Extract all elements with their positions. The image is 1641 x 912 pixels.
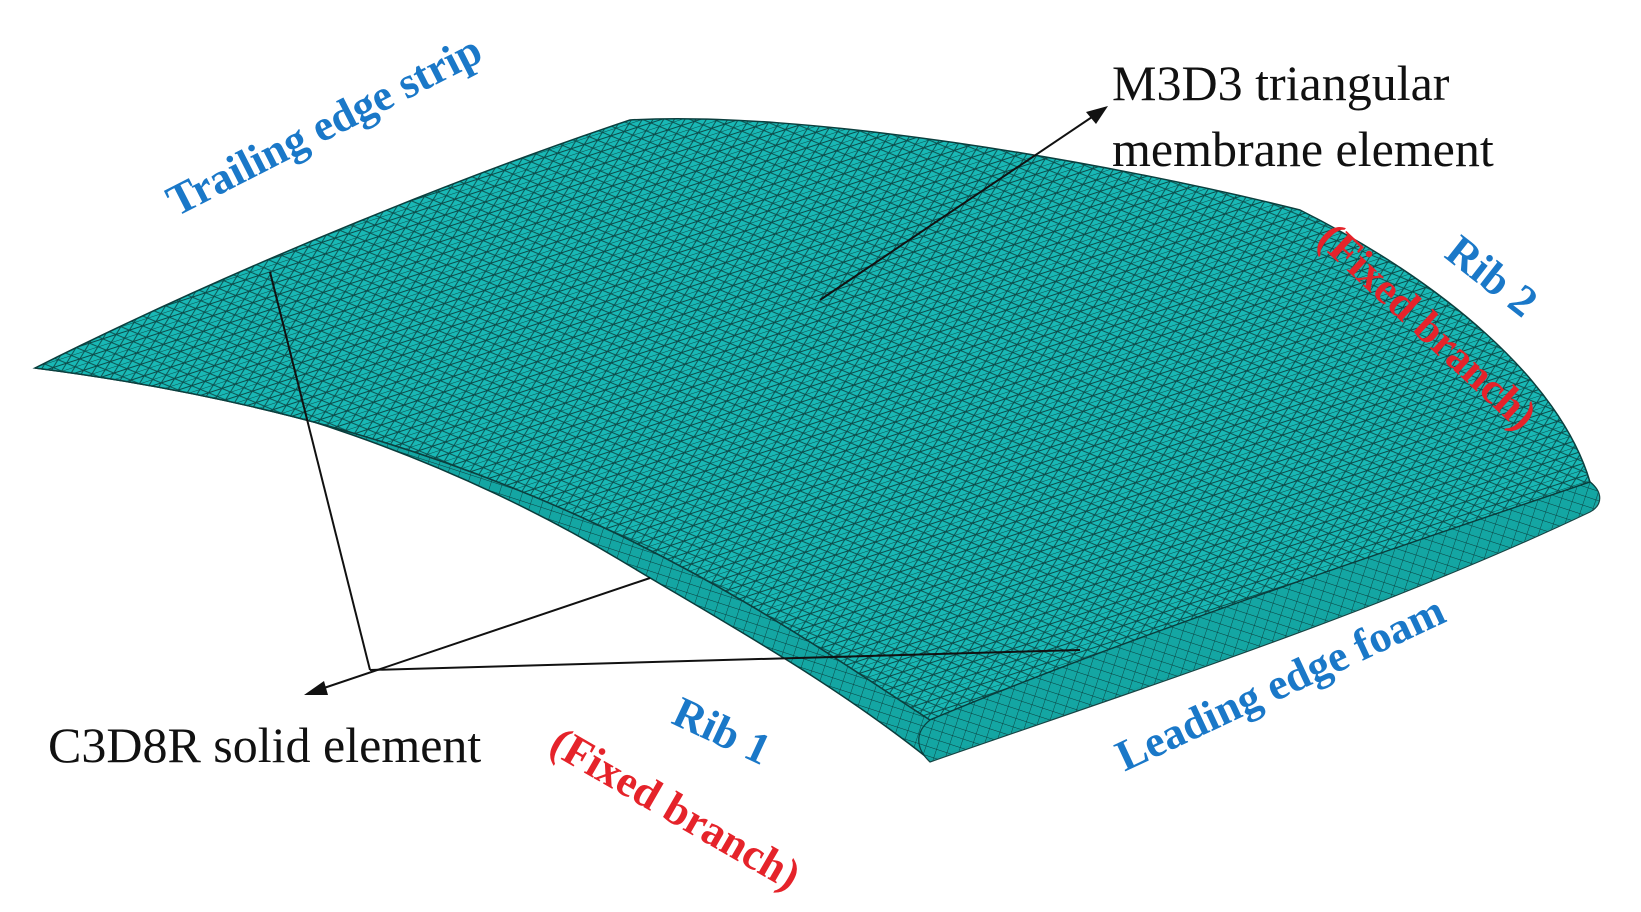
c3d8r-label: C3D8R solid element: [48, 717, 482, 773]
m3d3-label-line2: membrane element: [1112, 121, 1494, 177]
leader-m3d3: [819, 114, 1096, 301]
leading-edge-rim: [918, 481, 1601, 763]
leader-c3d8r: [317, 577, 651, 691]
wing-top-surface: [32, 117, 1591, 721]
leader-leading-foam: [369, 649, 1081, 671]
leader-trailing-strip: [269, 271, 371, 671]
arrowhead-m3d3: [1086, 106, 1108, 124]
m3d3-label-line1: M3D3 triangular: [1112, 55, 1450, 111]
arrowhead-c3d8r: [304, 681, 328, 695]
leader-lines: [269, 106, 1108, 695]
